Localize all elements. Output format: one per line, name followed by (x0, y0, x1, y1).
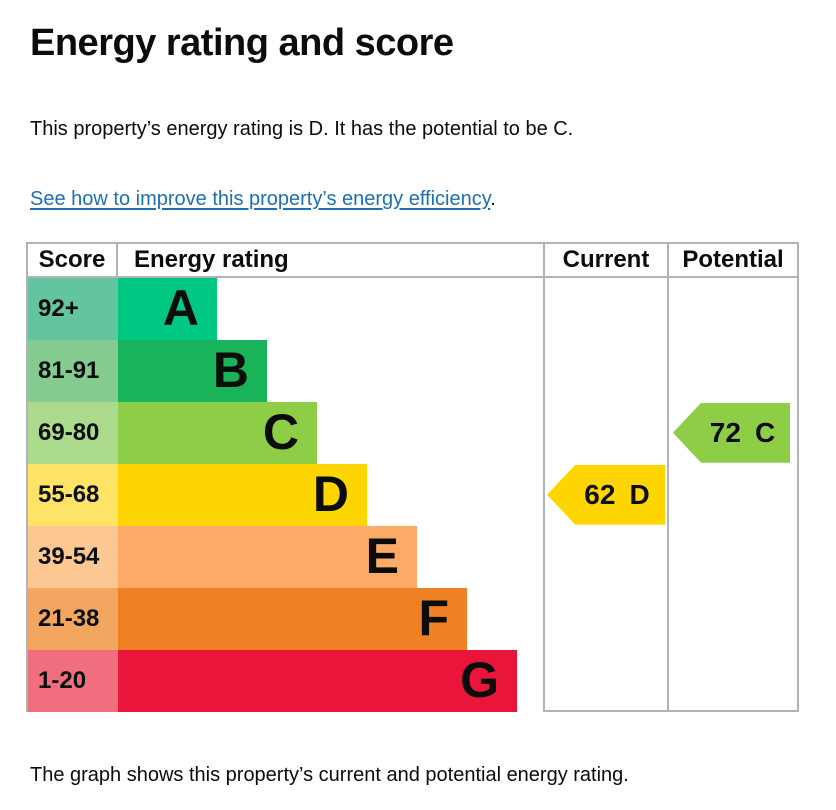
current-rating-arrow-value: 62 (584, 478, 616, 510)
score-range-f: 21-38 (28, 587, 118, 650)
band-row-b: 81-91 B (28, 339, 797, 402)
potential-rating-arrow-value: 72 (709, 416, 741, 448)
epc-page: Energy rating and score This property’s … (26, 22, 836, 786)
score-range-a: 92+ (28, 277, 118, 340)
band-bar-f: F (118, 587, 467, 650)
band-bar-b: B (118, 339, 267, 402)
improvement-link[interactable]: See how to improve this property’s energ… (30, 187, 491, 210)
improvement-link-line: See how to improve this property’s energ… (30, 188, 836, 211)
score-range-g: 1-20 (28, 649, 118, 712)
band-bar-e: E (118, 525, 417, 588)
chart-body: 92+ A 81-91 B 69-80 C 72 C 55-68 D 62 D 39-54 E 21-38 F… (28, 277, 797, 712)
page-title: Energy rating and score (30, 22, 454, 64)
score-range-b: 81-91 (28, 339, 118, 402)
chart-caption: The graph shows this property’s current … (30, 763, 629, 786)
header-energy-rating: Energy rating (134, 245, 289, 273)
band-bar-g: G (118, 649, 517, 712)
potential-rating-arrow-letter: C (754, 416, 776, 448)
header-potential: Potential (667, 243, 797, 276)
band-row-d: 55-68 D 62 D (28, 463, 797, 526)
score-range-e: 39-54 (28, 525, 118, 588)
band-row-a: 92+ A (28, 277, 797, 340)
score-range-d: 55-68 (28, 463, 118, 526)
band-bar-d: D (118, 463, 367, 526)
band-row-e: 39-54 E (28, 525, 797, 588)
current-rating-arrow-letter: D (629, 478, 650, 510)
link-suffix: . (490, 187, 496, 210)
band-row-c: 69-80 C 72 C (28, 401, 797, 464)
header-score: Score (28, 243, 118, 276)
band-bar-a: A (118, 277, 217, 340)
chart-header-row: Score Energy rating Current Potential (28, 243, 797, 278)
band-row-g: 1-20 G (28, 649, 797, 712)
current-rating-arrow: 62 D (547, 464, 665, 525)
energy-rating-chart: Score Energy rating Current Potential 92… (26, 241, 799, 712)
potential-rating-arrow: 72 C (673, 402, 790, 463)
band-row-f: 21-38 F (28, 587, 797, 650)
header-current: Current (543, 243, 667, 276)
rating-summary-text: This property’s energy rating is D. It h… (30, 117, 574, 140)
score-range-c: 69-80 (28, 401, 118, 464)
band-bar-c: C (118, 401, 317, 464)
